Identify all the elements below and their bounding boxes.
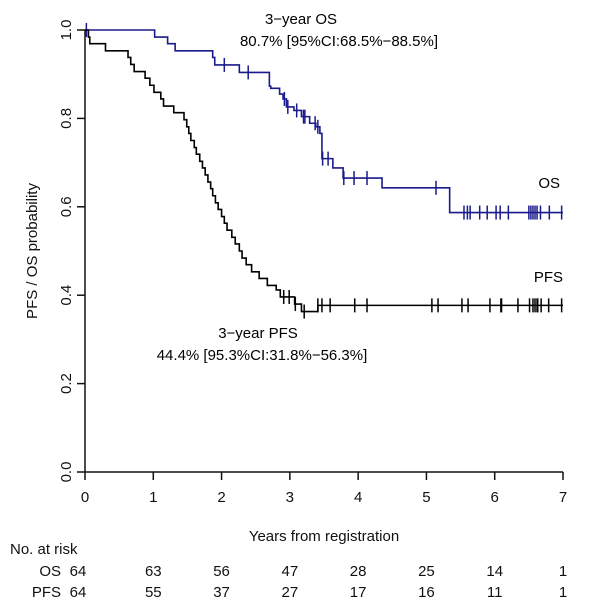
risk-row-label: PFS	[32, 584, 61, 601]
y-tick-label: 0.0	[58, 462, 75, 483]
pfs-annotation-value: 44.4% [95.3%CI:31.8%−56.3%]	[157, 347, 368, 364]
risk-value: 37	[213, 584, 230, 601]
y-tick-label: 0.8	[58, 108, 75, 129]
x-tick-label: 4	[354, 489, 362, 506]
risk-value: 64	[70, 584, 87, 601]
risk-value: 55	[145, 584, 162, 601]
x-tick-label: 0	[81, 489, 89, 506]
y-axis-label: PFS / OS probability	[24, 183, 41, 319]
y-tick-label: 1.0	[58, 20, 75, 41]
risk-value: 14	[486, 563, 503, 580]
risk-value: 63	[145, 563, 162, 580]
risk-value: 17	[350, 584, 367, 601]
x-tick-label: 6	[491, 489, 499, 506]
x-tick-label: 3	[286, 489, 294, 506]
os-annotation-value: 80.7% [95%CI:68.5%−88.5%]	[240, 33, 438, 50]
risk-row-label: OS	[39, 563, 61, 580]
y-tick-label: 0.2	[58, 373, 75, 394]
y-tick-label: 0.4	[58, 285, 75, 306]
y-tick-label: 0.6	[58, 196, 75, 217]
risk-value: 1	[559, 563, 567, 580]
pfs-curve	[85, 29, 563, 313]
os-annotation-title: 3−year OS	[265, 11, 337, 28]
os-legend-label: OS	[538, 175, 560, 192]
x-tick-label: 5	[422, 489, 430, 506]
x-tick-label: 2	[217, 489, 225, 506]
x-tick-label: 7	[559, 489, 567, 506]
risk-value: 64	[70, 563, 87, 580]
risk-value: 47	[282, 563, 299, 580]
os-curve	[85, 29, 563, 214]
risk-value: 16	[418, 584, 435, 601]
risk-value: 28	[350, 563, 367, 580]
risk-value: 11	[487, 584, 503, 601]
x-tick-label: 1	[149, 489, 157, 506]
pfs-annotation-title: 3−year PFS	[218, 325, 298, 342]
axes: 0 1 2 3 4 5 6 7 0.0 0.2 0.4 0.6 0.8 1.0	[58, 20, 567, 506]
risk-value: 27	[282, 584, 299, 601]
x-axis-label: Years from registration	[249, 528, 399, 545]
pfs-legend-label: PFS	[534, 269, 563, 286]
curves	[85, 23, 563, 319]
risk-value: 25	[418, 563, 435, 580]
risk-value: 56	[213, 563, 230, 580]
risk-value: 1	[559, 584, 567, 601]
risk-table-title: No. at risk	[10, 541, 78, 558]
